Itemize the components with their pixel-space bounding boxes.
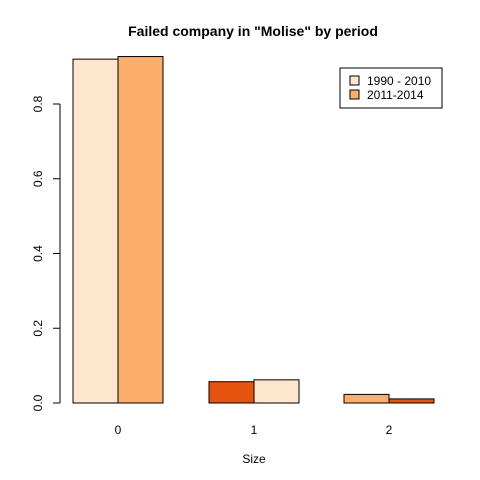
x-tick-label: 0 [115,423,122,437]
bar-0-0 [73,59,118,403]
legend-label: 2011-2014 [367,88,424,102]
y-tick-label: 0.6 [31,170,45,187]
x-axis-title: Size [242,452,266,466]
legend-swatch [350,76,359,85]
bar-2-0 [344,394,389,403]
legend-swatch [350,90,359,99]
x-axis-labels: 0 1 2 [115,423,393,437]
bar-2-1 [389,399,434,403]
bar-0-1 [118,57,163,403]
chart-title: Failed company in "Molise" by period [128,23,378,39]
y-axis: 0.0 0.2 0.4 0.6 0.8 [31,95,60,411]
y-tick-label: 0.2 [31,320,45,337]
y-tick-label: 0.4 [31,245,45,262]
y-tick-label: 0.0 [31,394,45,411]
x-tick-label: 2 [386,423,393,437]
bar-1-0 [209,382,254,403]
x-tick-label: 1 [251,423,258,437]
bars [73,57,434,403]
bar-1-1 [254,380,299,403]
legend-label: 1990 - 2010 [367,74,431,88]
y-tick-label: 0.8 [31,95,45,112]
